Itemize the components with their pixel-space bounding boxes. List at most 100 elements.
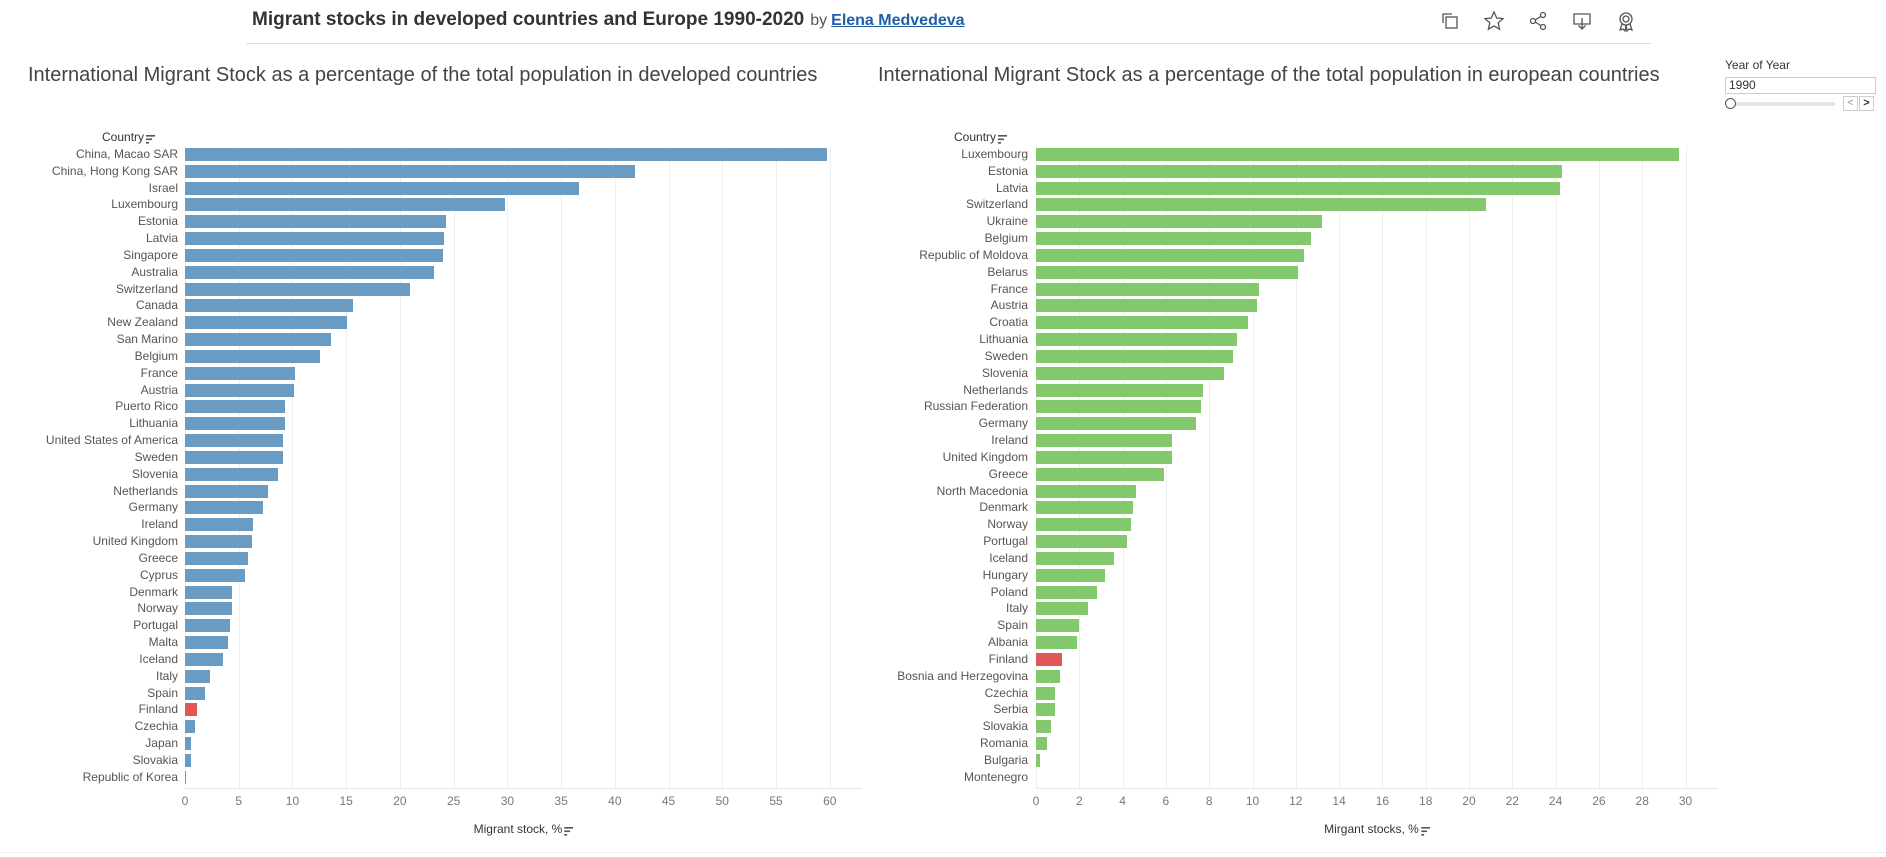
bar-lithuania[interactable] (185, 417, 285, 431)
bar-latvia[interactable] (1036, 181, 1560, 195)
bar-greece[interactable] (185, 551, 249, 565)
bar-north-macedonia[interactable] (1036, 484, 1136, 498)
bar-france[interactable] (1036, 282, 1259, 296)
bar-switzerland[interactable] (1036, 198, 1487, 212)
country-label: Iceland (989, 550, 1028, 565)
year-input[interactable]: 1990 (1725, 77, 1876, 94)
bar-belgium[interactable] (1036, 232, 1311, 246)
bar-russian-federation[interactable] (1036, 400, 1201, 414)
bar-iceland[interactable] (185, 652, 223, 666)
bar-serbia[interactable] (1036, 703, 1056, 717)
star-icon[interactable] (1482, 9, 1506, 33)
bar-ireland[interactable] (185, 518, 253, 532)
bar-germany[interactable] (185, 501, 264, 515)
bar-italy[interactable] (1036, 602, 1088, 616)
bar-israel[interactable] (185, 181, 580, 195)
badge-icon[interactable] (1614, 9, 1638, 33)
duplicate-icon[interactable] (1438, 9, 1462, 33)
gridline (346, 146, 348, 788)
bar-republic-of-moldova[interactable] (1036, 248, 1305, 262)
bar-estonia[interactable] (1036, 164, 1563, 178)
bar-ukraine[interactable] (1036, 215, 1322, 229)
bar-republic-of-korea[interactable] (185, 770, 187, 784)
bar-iceland[interactable] (1036, 551, 1114, 565)
bar-slovakia[interactable] (185, 753, 192, 767)
sort-icon[interactable] (564, 825, 574, 836)
bar-netherlands[interactable] (185, 484, 268, 498)
bar-belgium[interactable] (185, 349, 321, 363)
bar-italy[interactable] (185, 669, 210, 683)
bar-japan[interactable] (185, 737, 192, 751)
bar-finland[interactable] (1036, 652, 1062, 666)
bar-portugal[interactable] (185, 619, 231, 633)
chart-title: International Migrant Stock as a percent… (878, 64, 1660, 86)
bar-bulgaria[interactable] (1036, 753, 1041, 767)
bar-romania[interactable] (1036, 737, 1047, 751)
sort-icon[interactable] (1420, 825, 1430, 836)
bar-sweden[interactable] (185, 450, 283, 464)
bar-slovakia[interactable] (1036, 720, 1052, 734)
bar-united-states-of-america[interactable] (185, 434, 283, 448)
bar-denmark[interactable] (1036, 501, 1134, 515)
bar-belarus[interactable] (1036, 265, 1298, 279)
bar-germany[interactable] (1036, 417, 1197, 431)
bar-lithuania[interactable] (1036, 333, 1238, 347)
bar-france[interactable] (185, 366, 295, 380)
bar-slovenia[interactable] (185, 467, 279, 481)
country-column-header[interactable]: Country (954, 130, 1008, 144)
bar-switzerland[interactable] (185, 282, 410, 296)
previous-year-button[interactable]: < (1843, 96, 1858, 111)
bar-san-marino[interactable] (185, 333, 332, 347)
sort-icon[interactable] (998, 133, 1008, 144)
bar-bosnia-and-herzegovina[interactable] (1036, 669, 1060, 683)
bar-united-kingdom[interactable] (1036, 450, 1173, 464)
bar-netherlands[interactable] (1036, 383, 1203, 397)
bar-denmark[interactable] (185, 585, 233, 599)
bar-czechia[interactable] (185, 720, 195, 734)
bar-cyprus[interactable] (185, 568, 246, 582)
bar-new-zealand[interactable] (185, 316, 348, 330)
bar-spain[interactable] (185, 686, 206, 700)
bar-portugal[interactable] (1036, 535, 1127, 549)
sort-icon[interactable] (146, 133, 156, 144)
bar-luxembourg[interactable] (1036, 148, 1680, 161)
bar-malta[interactable] (185, 636, 228, 650)
bar-luxembourg[interactable] (185, 198, 506, 212)
bar-austria[interactable] (185, 383, 294, 397)
gridline (1425, 146, 1427, 788)
next-year-button[interactable]: > (1859, 96, 1874, 111)
bar-hungary[interactable] (1036, 568, 1106, 582)
year-slider-track[interactable] (1731, 102, 1835, 106)
bar-poland[interactable] (1036, 585, 1097, 599)
x-tick-label: 45 (661, 793, 676, 808)
bar-estonia[interactable] (185, 215, 447, 229)
bar-greece[interactable] (1036, 467, 1164, 481)
bar-singapore[interactable] (185, 248, 443, 262)
bar-albania[interactable] (1036, 636, 1078, 650)
bar-australia[interactable] (185, 265, 435, 279)
author-link[interactable]: Elena Medvedeva (831, 12, 965, 29)
bar-ireland[interactable] (1036, 434, 1173, 448)
bar-austria[interactable] (1036, 299, 1257, 313)
country-column-header[interactable]: Country (102, 130, 156, 144)
bar-latvia[interactable] (185, 232, 444, 246)
bar-norway[interactable] (1036, 518, 1132, 532)
bar-slovenia[interactable] (1036, 366, 1225, 380)
bar-finland[interactable] (185, 703, 197, 717)
year-slider-thumb[interactable] (1725, 98, 1736, 109)
bar-croatia[interactable] (1036, 316, 1249, 330)
download-icon[interactable] (1570, 9, 1594, 33)
country-label: Belgium (134, 348, 178, 363)
bar-china-hong-kong-sar[interactable] (185, 164, 636, 178)
bar-sweden[interactable] (1036, 349, 1234, 363)
bar-puerto-rico[interactable] (185, 400, 285, 414)
bar-spain[interactable] (1036, 619, 1080, 633)
bar-united-kingdom[interactable] (185, 535, 252, 549)
share-icon[interactable] (1526, 9, 1550, 33)
bar-norway[interactable] (185, 602, 233, 616)
bar-czechia[interactable] (1036, 686, 1056, 700)
country-label: Austria (990, 298, 1028, 313)
bar-china-macao-sar[interactable] (185, 148, 827, 161)
bar-canada[interactable] (185, 299, 353, 313)
gridline (614, 146, 616, 788)
